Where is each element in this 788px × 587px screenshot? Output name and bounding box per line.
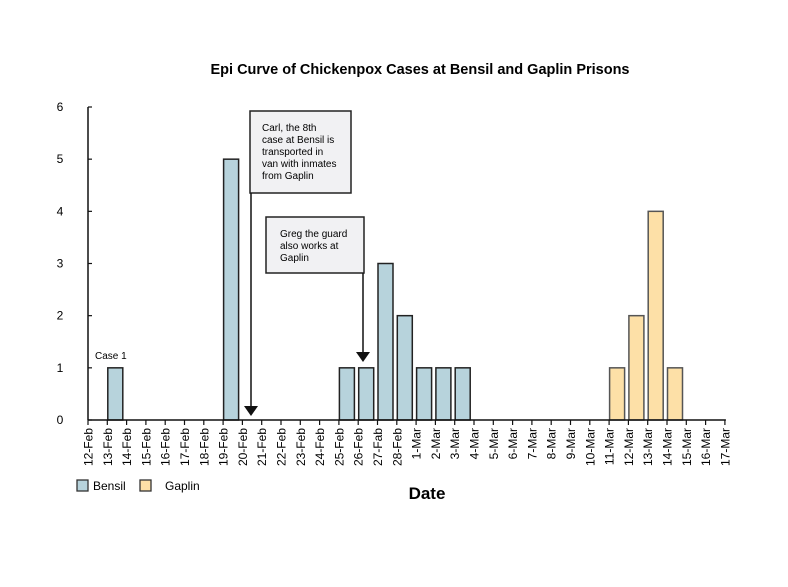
x-tick-label: 15-Feb [139, 428, 153, 466]
bar-bensil [357, 367, 375, 421]
bar-bensil [222, 158, 240, 421]
x-tick-label: 4-Mar [468, 428, 482, 459]
x-tick-label: 23-Feb [294, 428, 308, 466]
bar-gaplin [647, 210, 664, 421]
legend-label-bensil: Bensil [93, 479, 126, 493]
x-tick-label: 13-Mar [641, 428, 655, 466]
legend: Bensil Gaplin [76, 479, 200, 493]
x-axis: 12-Feb 13-Feb 14-Feb 15-Feb 16-Feb 17-Feb 18-F… [82, 419, 732, 466]
legend-swatch-bensil [76, 479, 89, 492]
bar-bensil [107, 367, 124, 421]
x-tick-label: 2-Mar [429, 428, 443, 459]
x-tick-label: 5-Mar [487, 428, 501, 459]
annotation-arrow-head [356, 352, 370, 362]
bar-gaplin [608, 367, 626, 421]
x-tick-label: 26-Feb [352, 428, 366, 466]
bars [107, 158, 684, 421]
bar-bensil [396, 314, 414, 421]
x-tick-label: 16-Feb [159, 428, 173, 466]
x-tick-label: 28-Feb [390, 428, 404, 466]
x-tick-label: 16-Mar [699, 428, 713, 466]
x-tick-label: 22-Feb [275, 428, 289, 466]
x-tick-label: 12-Mar [622, 428, 636, 466]
x-tick-label: 7-Mar [525, 428, 539, 459]
x-tick-label: 25-Feb [332, 428, 346, 466]
x-tick-label: 12-Feb [82, 428, 96, 466]
y-tick-label: 5 [57, 152, 64, 166]
annotation-text-line: Greg the guard [280, 229, 347, 240]
annotation-text-line: Gaplin [280, 253, 309, 264]
x-tick-label: 21-Feb [255, 428, 269, 466]
x-tick-label: 18-Feb [197, 428, 211, 466]
y-tick-label: 2 [57, 309, 64, 323]
bar-bensil [377, 262, 394, 421]
annotation-text-line: van with inmates [262, 159, 336, 170]
y-tick-label: 0 [57, 413, 64, 427]
annotation-box-carl [249, 110, 352, 194]
x-tick-label: 11-Mar [603, 428, 617, 465]
x-tick-label: 19-Feb [217, 428, 231, 466]
annotation-text-line: transported in [262, 147, 323, 158]
annotation-arrow-head [244, 406, 258, 416]
y-tick-label: 6 [57, 100, 64, 114]
x-tick-label: 24-Feb [313, 428, 327, 466]
bar-gaplin [628, 314, 645, 421]
legend-label-gaplin: Gaplin [165, 479, 200, 493]
x-axis-label: Date [409, 484, 446, 503]
x-tick-label: 17-Mar [718, 428, 732, 466]
x-tick-label: 1-Mar [410, 428, 424, 459]
bar-bensil [338, 367, 356, 421]
x-tick-label: 17-Feb [178, 428, 192, 466]
x-tick-label: 9-Mar [564, 428, 578, 459]
bar-bensil [454, 367, 471, 421]
annotation-text-line: also works at [280, 241, 339, 252]
annotation-case-1: Case 1 [95, 351, 127, 362]
y-axis: 0 1 2 3 4 5 6 [57, 100, 92, 427]
bar-bensil [415, 367, 433, 421]
x-tick-label: 3-Mar [448, 428, 462, 459]
x-tick-label: 20-Feb [236, 428, 250, 466]
annotation-text-line: case at Bensil is [262, 135, 334, 146]
annotation-box-greg [265, 216, 365, 274]
y-tick-label: 3 [57, 257, 64, 271]
x-tick-label: 10-Mar [583, 428, 597, 466]
annotation-text-line: from Gaplin [262, 171, 314, 182]
bar-gaplin [666, 367, 684, 421]
x-tick-label: 13-Feb [101, 428, 115, 466]
annotation-text-line: Carl, the 8th [262, 123, 316, 134]
x-tick-label: 15-Mar [680, 428, 694, 466]
y-tick-label: 1 [57, 361, 64, 375]
legend-swatch-gaplin [139, 479, 152, 492]
x-tick-label: 6-Mar [506, 428, 520, 459]
x-tick-label: 27-Fab [371, 428, 385, 466]
chart-title: Epi Curve of Chickenpox Cases at Bensil … [211, 62, 630, 78]
x-tick-label: 8-Mar [545, 428, 559, 459]
x-tick-label: 14-Mar [661, 428, 675, 466]
y-tick-label: 4 [57, 204, 64, 218]
bar-bensil [435, 367, 452, 421]
x-tick-label: 14-Feb [120, 428, 134, 466]
